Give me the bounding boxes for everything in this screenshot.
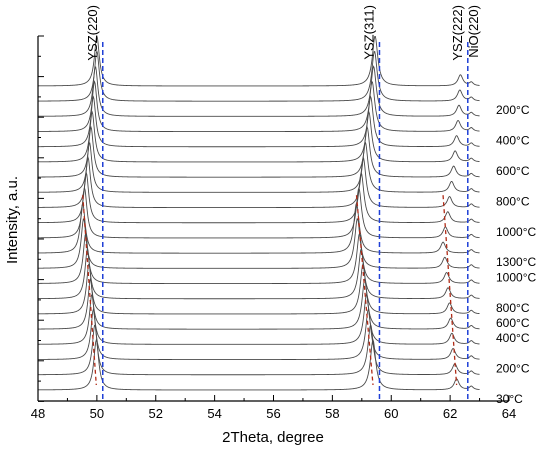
shift-line-2 <box>442 195 458 386</box>
x-axis-label: 2Theta, degree <box>222 429 324 446</box>
temperature-label: 1000°C <box>496 270 536 284</box>
temperature-label: 200°C <box>496 103 530 117</box>
x-tick-label: 56 <box>266 406 280 421</box>
xrd-trace-10 <box>38 186 480 239</box>
temperature-label: 800°C <box>496 301 530 315</box>
xrd-trace-3 <box>38 80 480 132</box>
xrd-trace-11 <box>37 201 480 254</box>
temperature-label: 30°C <box>496 392 523 406</box>
temperature-label: 800°C <box>496 194 530 208</box>
xrd-trace-16 <box>37 277 480 330</box>
axes <box>37 36 509 402</box>
x-ticks: 48 50 52 54 56 58 60 62 64 <box>31 395 516 421</box>
temperature-label: 1300°C <box>496 255 536 269</box>
shift-line-0 <box>82 195 97 386</box>
reference-labels: YSZ(220) YSZ(311) YSZ(222) NiO(220) <box>85 5 481 61</box>
xrd-trace-5 <box>37 110 480 163</box>
xrd-trace-19 <box>38 323 480 376</box>
x-tick-label: 62 <box>443 406 457 421</box>
xrd-trace-14 <box>37 247 480 300</box>
xrd-trace-1 <box>38 49 480 102</box>
temperature-label: 1000°C <box>496 225 536 239</box>
xrd-trace-15 <box>37 262 480 315</box>
y-ticks <box>38 35 44 402</box>
xrd-trace-20 <box>37 338 480 391</box>
x-tick-label: 60 <box>384 406 398 421</box>
x-tick-label: 64 <box>502 406 516 421</box>
xrd-trace-13 <box>38 232 480 284</box>
x-tick-label: 52 <box>149 406 163 421</box>
reference-lines <box>102 42 469 401</box>
temperature-label: 400°C <box>496 134 530 148</box>
xrd-trace-12 <box>37 218 480 269</box>
reference-label: YSZ(220) <box>85 5 100 61</box>
temperature-labels: 200°C400°C600°C800°C1000°C1300°C1000°C80… <box>496 103 536 406</box>
reference-label: YSZ(311) <box>362 5 377 60</box>
xrd-trace-9 <box>37 171 480 224</box>
xrd-trace-6 <box>38 125 480 178</box>
shift-line-1 <box>355 195 374 386</box>
temperature-label: 600°C <box>496 316 530 330</box>
x-tick-label: 50 <box>90 406 104 421</box>
xrd-traces <box>37 34 480 391</box>
temperature-label: 200°C <box>496 362 530 376</box>
xrd-trace-0 <box>38 34 480 87</box>
temperature-label: 600°C <box>496 164 530 178</box>
x-tick-label: 58 <box>325 406 339 421</box>
xrd-trace-4 <box>38 95 480 148</box>
temperature-label: 400°C <box>496 331 530 345</box>
xrd-trace-8 <box>38 156 480 208</box>
x-tick-label: 54 <box>207 406 221 421</box>
peak-shift-lines <box>82 195 458 386</box>
y-axis-label: Intensity, a.u. <box>4 176 21 264</box>
reference-label: YSZ(222) <box>450 5 465 61</box>
xrd-trace-2 <box>38 65 480 117</box>
xrd-trace-18 <box>38 308 480 360</box>
reference-label: NiO(220) <box>466 5 481 58</box>
xrd-trace-17 <box>37 293 480 345</box>
xrd-trace-7 <box>38 141 480 193</box>
x-tick-label: 48 <box>31 406 45 421</box>
